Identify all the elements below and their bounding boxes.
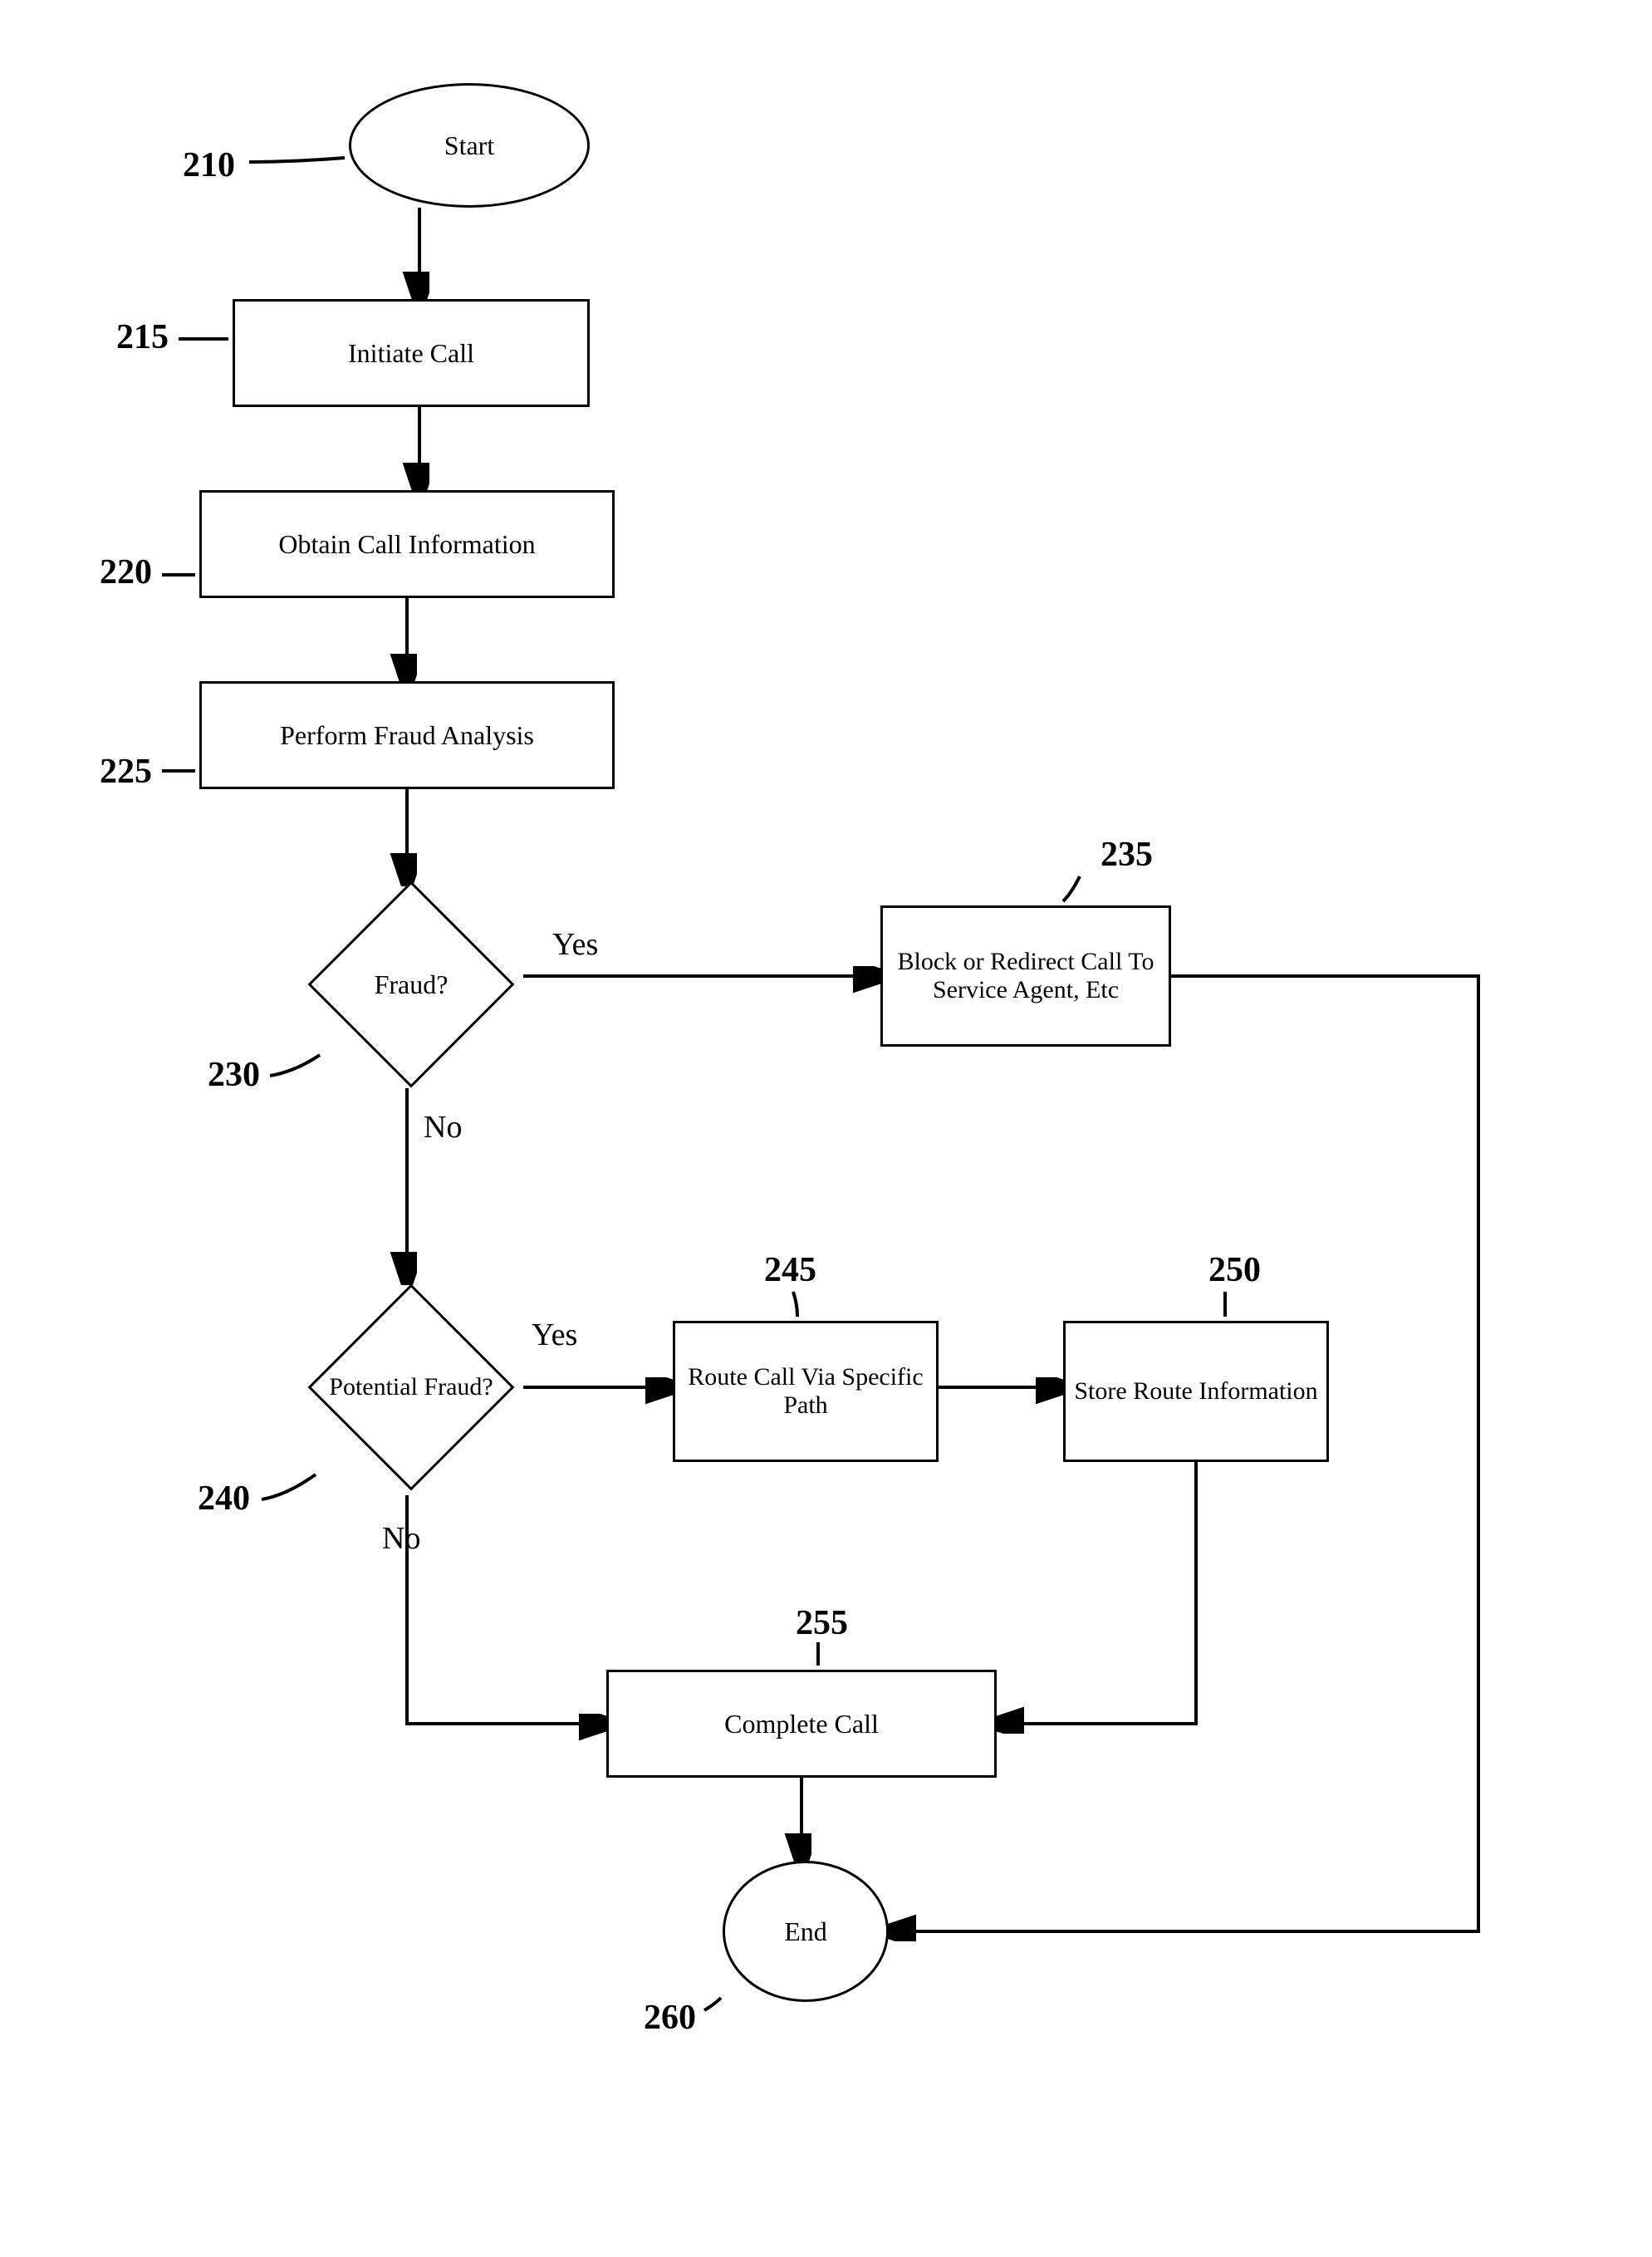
store-label: Store Route Information — [1074, 1377, 1317, 1406]
end-label: End — [784, 1916, 827, 1947]
route-call-node: Route Call Via Specific Path — [673, 1321, 939, 1462]
fraud-label: Fraud? — [375, 969, 449, 1000]
flowchart-container: Start Initiate Call Obtain Call Informat… — [0, 0, 1652, 2257]
start-label: Start — [444, 130, 494, 161]
potential-fraud-decision-node: Potential Fraud? — [299, 1279, 523, 1495]
fraud-no-label: No — [424, 1109, 462, 1146]
potential-label: Potential Fraud? — [329, 1372, 493, 1402]
ref-210: 210 — [183, 145, 235, 185]
ref-215: 215 — [116, 317, 169, 357]
initiate-call-node: Initiate Call — [233, 299, 590, 407]
ref-235: 235 — [1101, 835, 1153, 875]
ref-245: 245 — [764, 1250, 816, 1290]
ref-230: 230 — [208, 1055, 260, 1095]
analysis-label: Perform Fraud Analysis — [280, 720, 534, 751]
end-node: End — [723, 1861, 889, 2002]
ref-220: 220 — [100, 552, 152, 592]
route-label: Route Call Via Specific Path — [684, 1363, 928, 1420]
fraud-decision-node: Fraud? — [299, 881, 523, 1088]
potential-no-label: No — [382, 1520, 420, 1557]
potential-yes-label: Yes — [532, 1317, 577, 1353]
ref-260: 260 — [644, 1998, 696, 2038]
fraud-analysis-node: Perform Fraud Analysis — [199, 681, 615, 789]
ref-240: 240 — [198, 1479, 250, 1519]
obtain-info-node: Obtain Call Information — [199, 490, 615, 598]
fraud-yes-label: Yes — [552, 926, 598, 963]
store-route-node: Store Route Information — [1063, 1321, 1329, 1462]
obtain-label: Obtain Call Information — [278, 529, 535, 560]
complete-label: Complete Call — [724, 1709, 879, 1739]
start-node: Start — [349, 83, 590, 208]
ref-255: 255 — [796, 1603, 848, 1643]
complete-call-node: Complete Call — [606, 1670, 997, 1778]
block-redirect-node: Block or Redirect Call To Service Agent,… — [880, 905, 1171, 1047]
initiate-label: Initiate Call — [348, 338, 474, 369]
ref-225: 225 — [100, 752, 152, 792]
block-label: Block or Redirect Call To Service Agent,… — [891, 948, 1160, 1004]
ref-250: 250 — [1208, 1250, 1261, 1290]
